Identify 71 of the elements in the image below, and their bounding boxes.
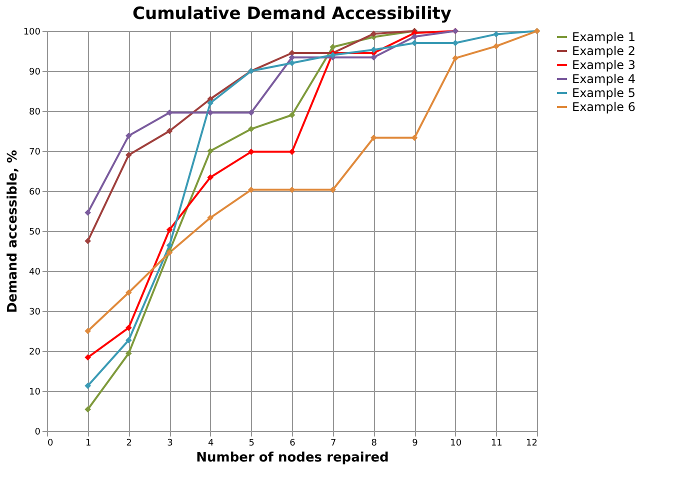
point: [166, 242, 173, 249]
x-tick-label: 8: [371, 438, 378, 448]
point: [84, 406, 91, 413]
x-tick-label: 4: [208, 438, 214, 448]
point: [411, 33, 418, 40]
x-tick-label: 6: [290, 438, 296, 448]
y-tick-label: 30: [29, 308, 41, 318]
point: [126, 152, 132, 158]
point: [207, 100, 214, 106]
point: [207, 174, 214, 181]
point: [330, 44, 336, 50]
point: [126, 350, 132, 357]
point: [248, 126, 254, 132]
point: [207, 214, 214, 221]
x-tick-label: 0: [48, 438, 54, 448]
point: [84, 382, 91, 389]
point: [411, 40, 418, 46]
point: [84, 354, 91, 361]
legend-label: Example 3: [572, 58, 636, 72]
x-tick-label: 5: [248, 438, 255, 448]
legend-label: Example 6: [572, 100, 636, 114]
legend-label: Example 2: [572, 44, 636, 58]
point: [493, 43, 500, 50]
point: [452, 40, 458, 46]
x-tick-label: 11: [490, 438, 502, 448]
point: [84, 238, 91, 244]
y-tick-label: 10: [29, 388, 41, 398]
chart-title: Cumulative Demand Accessibility: [132, 4, 452, 24]
x-tick-label: 2: [126, 438, 132, 448]
x-tick-label: 3: [167, 438, 173, 448]
point: [166, 226, 173, 233]
point: [288, 60, 296, 66]
x-axis-title: Number of nodes repaired: [196, 450, 389, 466]
y-tick-label: 60: [29, 188, 41, 198]
y-tick-label: 50: [29, 228, 41, 238]
y-tick-label: 20: [29, 348, 41, 358]
y-tick-label: 0: [34, 428, 41, 438]
y-tick-label: 100: [23, 28, 41, 38]
point: [126, 337, 132, 344]
point: [126, 132, 132, 139]
point: [248, 109, 254, 116]
legend-label: Example 4: [572, 72, 636, 86]
point: [452, 55, 458, 62]
y-tick-label: 90: [29, 68, 41, 78]
x-tick-label: 7: [330, 438, 336, 448]
point: [207, 109, 214, 116]
x-tick-label: 9: [412, 438, 418, 448]
x-tick-label: 1: [85, 438, 92, 448]
point: [126, 324, 132, 331]
y-tick-label: 80: [29, 108, 41, 118]
y-axis-title: Demand accessible, %: [5, 150, 20, 314]
point: [370, 54, 377, 61]
point: [288, 112, 296, 118]
y-tick-label: 40: [29, 268, 41, 278]
point: [288, 54, 296, 61]
x-tick-label: 12: [526, 438, 538, 448]
y-tick-label: 70: [29, 148, 41, 158]
point: [288, 186, 296, 193]
legend-label: Example 5: [572, 86, 636, 100]
legend-label: Example 1: [572, 30, 636, 44]
point: [288, 50, 296, 56]
point: [411, 134, 418, 141]
point: [207, 148, 214, 154]
point: [166, 109, 173, 116]
point: [126, 289, 132, 296]
point: [370, 46, 377, 53]
point: [166, 128, 173, 134]
point: [288, 148, 296, 155]
point: [84, 209, 91, 216]
x-tick-label: 10: [450, 438, 462, 448]
point: [84, 328, 91, 334]
